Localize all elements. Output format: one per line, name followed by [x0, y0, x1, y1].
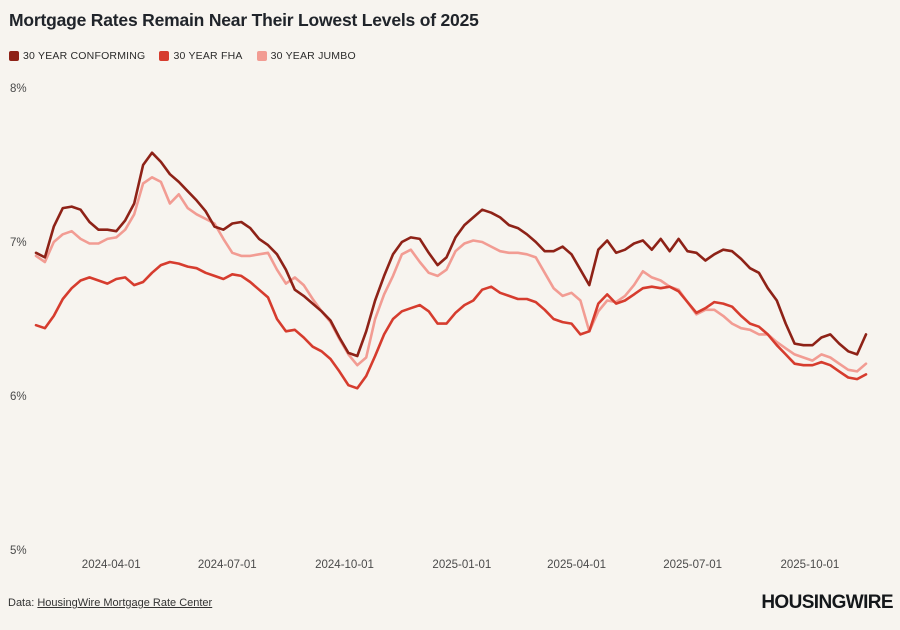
- y-axis-tick-label: 6%: [10, 391, 27, 403]
- x-axis-tick-label: 2024-04-01: [82, 559, 141, 571]
- chart-title: Mortgage Rates Remain Near Their Lowest …: [9, 10, 479, 30]
- x-axis-tick-label: 2025-01-01: [432, 559, 491, 571]
- legend-item-fha: 30 YEAR FHA: [159, 50, 242, 62]
- y-axis-tick-label: 7%: [10, 237, 27, 249]
- x-axis-tick-label: 2025-07-01: [663, 559, 722, 571]
- x-axis-tick-label: 2025-04-01: [547, 559, 606, 571]
- source-prefix: Data:: [8, 597, 38, 609]
- y-axis-tick-label: 8%: [10, 83, 27, 95]
- y-axis-tick-label: 5%: [10, 545, 27, 557]
- legend-label-fha: 30 YEAR FHA: [173, 50, 243, 62]
- housingwire-logo: HOUSINGWIRE: [761, 592, 893, 613]
- line-30-year-fha: [34, 260, 868, 390]
- x-axis-tick-label: 2024-07-01: [198, 559, 257, 571]
- line-30-year-conforming: [34, 151, 868, 358]
- legend-label-conforming: 30 YEAR CONFORMING: [23, 50, 146, 62]
- legend-item-jumbo: 30 YEAR JUMBO: [256, 50, 356, 62]
- legend-label-jumbo: 30 YEAR JUMBO: [270, 50, 356, 62]
- x-axis-tick-label: 2025-10-01: [780, 559, 839, 571]
- source-link[interactable]: HousingWire Mortgage Rate Center: [37, 597, 213, 609]
- chart-legend: 30 YEAR CONFORMING 30 YEAR FHA 30 YEAR J…: [9, 50, 356, 62]
- x-axis-tick-label: 2024-10-01: [315, 559, 374, 571]
- conforming-swatch-icon: [9, 51, 19, 61]
- jumbo-swatch-icon: [256, 51, 267, 61]
- line-30-year-jumbo: [34, 176, 868, 373]
- data-source-note: Data: HousingWire Mortgage Rate Center: [8, 597, 212, 609]
- legend-item-conforming: 30 YEAR CONFORMING: [9, 50, 145, 62]
- fha-swatch-icon: [159, 51, 170, 61]
